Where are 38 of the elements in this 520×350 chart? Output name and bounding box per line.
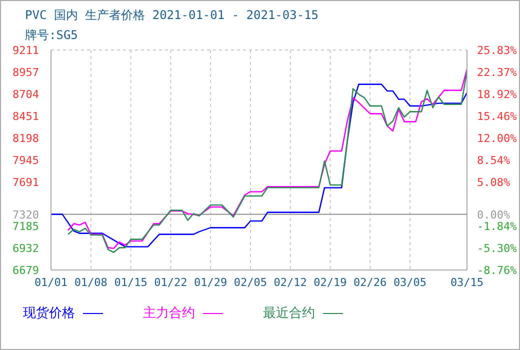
y-tick-label: 6932 [12, 242, 39, 256]
y2-tick-label: 8.54% [477, 154, 510, 167]
x-tick-label: 01/22 [154, 276, 188, 289]
y2-tick-label: 0.00% [477, 208, 510, 222]
x-tick-label: 02/05 [234, 276, 268, 289]
y2-tick-label: 18.92% [477, 88, 518, 101]
y2-tick-label: 15.46% [477, 110, 518, 123]
y2-tick-label: 22.37% [477, 66, 518, 80]
y-tick-label: 8198 [12, 132, 39, 146]
x-tick-label: 01/08 [74, 276, 108, 289]
x-tick-label: 02/26 [354, 276, 387, 289]
chart-subtitle: 牌号:SG5 [25, 27, 78, 44]
y-tick-label: 8704 [12, 88, 40, 102]
chart-title: PVC 国内 生产者价格 2021-01-01 - 2021-03-15 [25, 7, 319, 24]
x-tick-label: 01/15 [114, 276, 148, 289]
x-tick-label: 03/05 [393, 276, 427, 289]
y2-tick-label: -8.76% [477, 264, 518, 277]
y-tick-label: 7320 [12, 208, 39, 222]
x-tick-label: 02/12 [274, 276, 307, 289]
y-tick-label: 8957 [12, 66, 39, 80]
y-tick-label: 7691 [12, 176, 39, 190]
y-tick-label: 7945 [12, 154, 39, 167]
x-tick-label: 02/19 [314, 276, 347, 289]
y-tick-label: 7185 [12, 220, 39, 234]
y-tick-label: 8451 [12, 110, 39, 124]
y2-tick-label: -5.30% [477, 242, 518, 255]
y2-tick-label: 12.00% [477, 132, 518, 145]
legend-label: 主力合约 [143, 305, 195, 322]
y-tick-label: 9211 [12, 44, 39, 57]
x-tick-label: 01/29 [194, 276, 228, 289]
x-tick-label: 03/15 [450, 276, 484, 289]
y-tick-label: 6679 [12, 264, 39, 277]
legend-label: 最近合约 [263, 305, 315, 322]
y2-tick-label: 25.83% [477, 44, 518, 57]
y2-tick-label: 5.08% [477, 176, 510, 189]
x-tick-label: 01/01 [34, 276, 68, 289]
y2-tick-label: -1.84% [477, 220, 518, 233]
legend-label: 现货价格 [23, 305, 75, 322]
